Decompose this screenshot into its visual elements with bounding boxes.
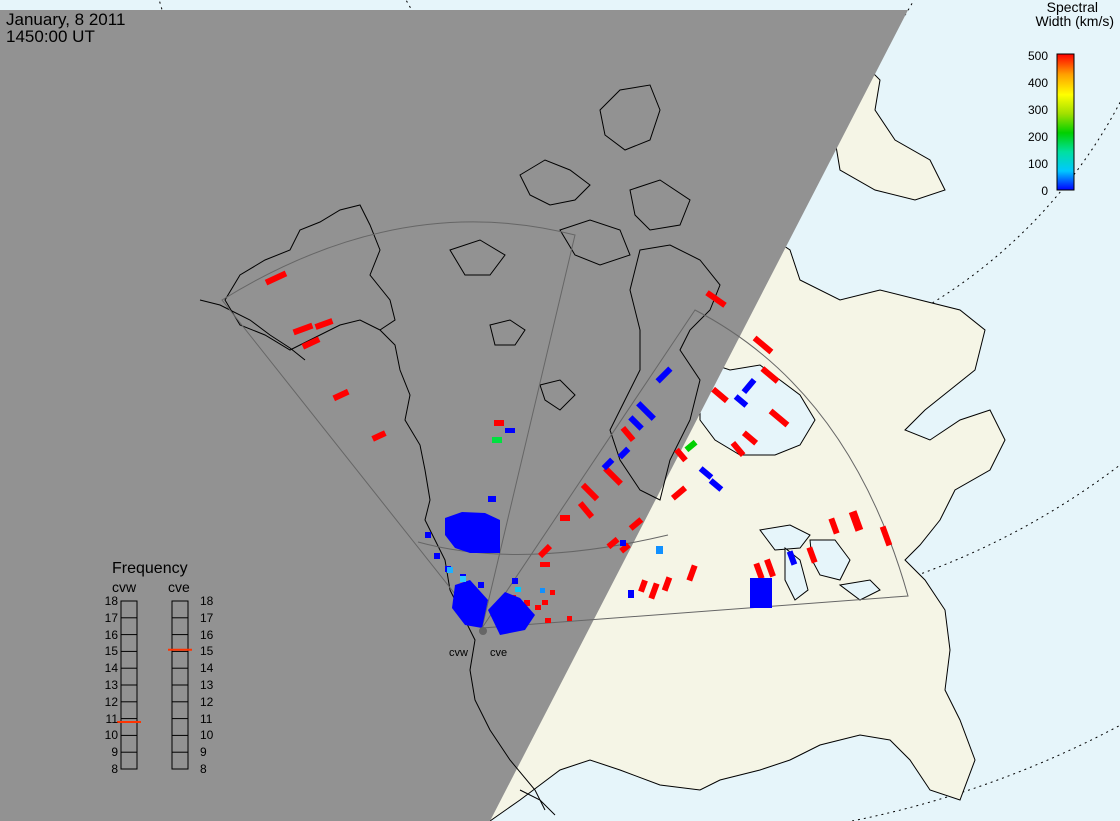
- colorbar-tick-label: 300: [1027, 103, 1048, 117]
- echoes-low-width: [425, 366, 798, 635]
- frequency-scale-label: 14: [104, 661, 118, 676]
- frequency-scale-label: 9: [111, 745, 118, 760]
- frequency-scale-label: 8: [200, 762, 207, 776]
- frequency-scale-label: 17: [200, 610, 214, 625]
- legend-title-line2: Width (km/s): [1035, 13, 1114, 29]
- hudson-bay: [699, 359, 816, 456]
- echoes-high-width: [264, 270, 893, 623]
- night-region: [0, 10, 908, 821]
- colorbar-tick-label: 100: [1027, 157, 1048, 171]
- frequency-label-cve: cve: [168, 579, 190, 595]
- radar-site-label-cve: cve: [490, 647, 508, 659]
- frequency-scale-label: 11: [200, 711, 213, 726]
- frequency-scale-label: 11: [105, 711, 118, 726]
- frequency-ticks: [121, 600, 188, 770]
- frequency-scale-label: 15: [200, 644, 214, 659]
- frequency-scale-label: 12: [200, 694, 214, 709]
- radar-site-marker: [479, 627, 487, 635]
- frequency-scale-label: 13: [104, 678, 118, 692]
- frequency-scale-label: 13: [200, 678, 214, 692]
- echoes-mid-width: [447, 437, 698, 593]
- frequency-scale-label: 10: [200, 728, 214, 743]
- frequency-scale-label: 16: [104, 627, 118, 642]
- colorbar-tick-label: 500: [1027, 49, 1048, 63]
- frequency-scale-label: 15: [104, 644, 118, 659]
- radar-site-label-cvw: cvw: [449, 647, 468, 659]
- spectral-width-colorbar: [1056, 53, 1075, 191]
- frequency-scale-label: 9: [200, 745, 207, 760]
- frequency-scale-label: 17: [104, 610, 118, 625]
- frequency-title: Frequency: [112, 560, 188, 577]
- frequency-label-cvw: cvw: [112, 579, 137, 595]
- legend-title-line1: Spectral: [1046, 0, 1098, 15]
- frequency-scale-label: 18: [104, 594, 118, 608]
- colorbar-tick-label: 400: [1027, 76, 1048, 90]
- frequency-scale-label: 10: [104, 728, 118, 743]
- frequency-scale-label: 18: [200, 594, 214, 608]
- night-coastlines: [199, 84, 721, 816]
- frequency-scale-label: 8: [111, 762, 118, 776]
- date-title: January, 8 2011: [6, 10, 126, 29]
- frequency-scale-label: 16: [200, 627, 214, 642]
- colorbar-tick-label: 200: [1027, 130, 1048, 144]
- radar-fov-outlines: [221, 221, 909, 630]
- frequency-scale-label: 14: [200, 661, 214, 676]
- frequency-scale-label: 12: [104, 694, 118, 709]
- colorbar-tick-label: 0: [1041, 184, 1048, 198]
- time-title: 1450:00 UT: [6, 27, 95, 46]
